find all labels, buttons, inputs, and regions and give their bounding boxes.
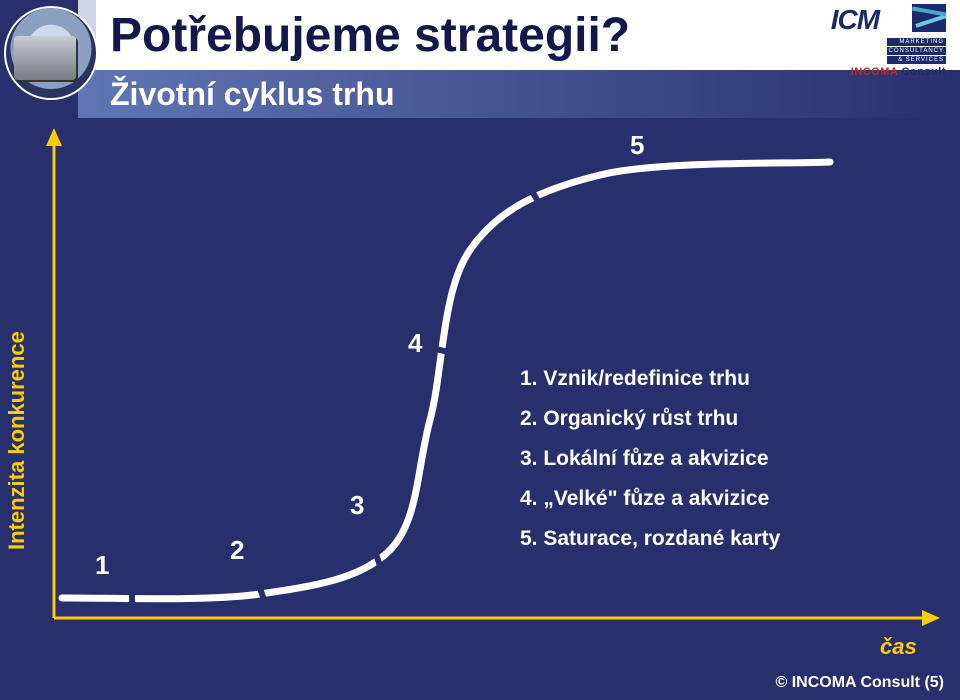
curve-point-label-4: 4 — [408, 328, 422, 359]
legend-item-4: 4. „Velké" fůze a akvizice — [520, 487, 769, 511]
slide-subtitle: Životní cyklus trhu — [110, 76, 394, 113]
logo-mark-icon — [912, 4, 946, 32]
legend-item-2: 2. Organický růst trhu — [520, 407, 738, 431]
header-photo — [4, 6, 98, 100]
legend-item-5: 5. Saturace, rozdané karty — [520, 527, 780, 551]
header: Potřebujeme strategii? Životní cyklus tr… — [0, 0, 960, 120]
logo-tag-2: CONSULTANCY — [887, 47, 946, 55]
curve-point-label-5: 5 — [630, 130, 644, 161]
curve-point-label-2: 2 — [230, 535, 244, 566]
lifecycle-chart: Intenzita konkurence čas 1 2 3 4 5 1. Vznik/r… — [0, 120, 960, 680]
chart-svg — [0, 120, 960, 680]
curve-point-label-1: 1 — [95, 550, 109, 581]
slide-title: Potřebujeme strategii? — [110, 8, 630, 63]
logo-main-text: ICM — [831, 4, 879, 35]
legend-item-3: 3. Lokální fůze a akvizice — [520, 447, 769, 471]
legend-item-1: 1. Vznik/redefinice trhu — [520, 367, 750, 391]
y-axis-label: Intenzita konkurence — [4, 331, 30, 550]
logo-subtext: INCOMA Consult — [786, 66, 946, 78]
x-axis-label: čas — [880, 634, 917, 660]
logo-tag-3: & SERVICES — [887, 56, 946, 64]
logo-incoma: ICM MARKETING CONSULTANCY & SERVICES INC… — [786, 4, 946, 64]
curve-point-label-3: 3 — [350, 490, 364, 521]
footer-copyright: © INCOMA Consult (5) — [775, 674, 944, 692]
logo-tag-1: MARKETING — [887, 38, 946, 46]
